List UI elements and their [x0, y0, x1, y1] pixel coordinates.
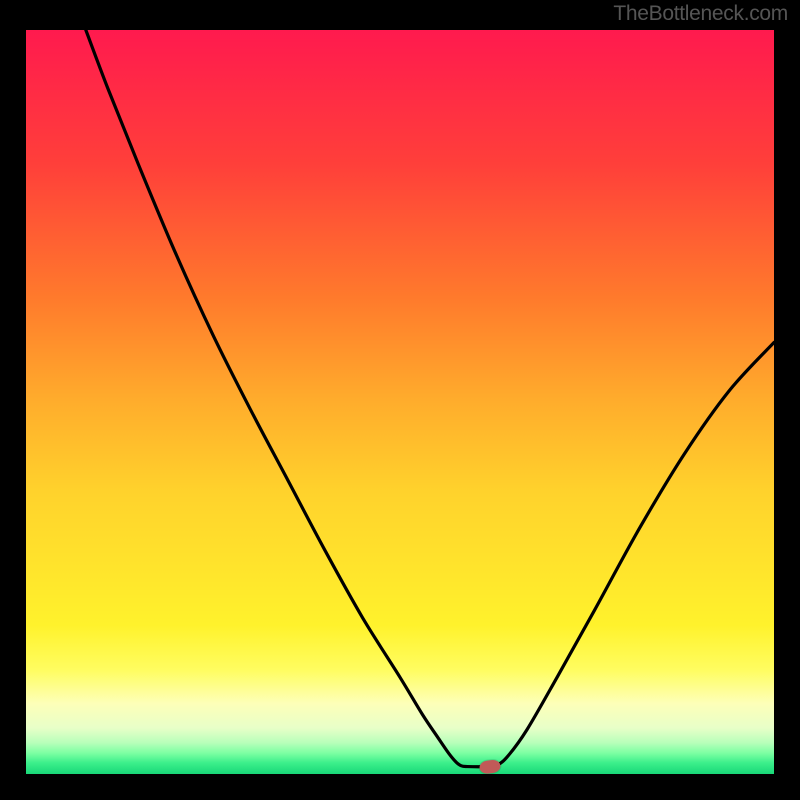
attribution-text: TheBottleneck.com — [613, 2, 788, 26]
plot-area — [26, 30, 774, 774]
bottleneck-curve — [26, 30, 774, 774]
